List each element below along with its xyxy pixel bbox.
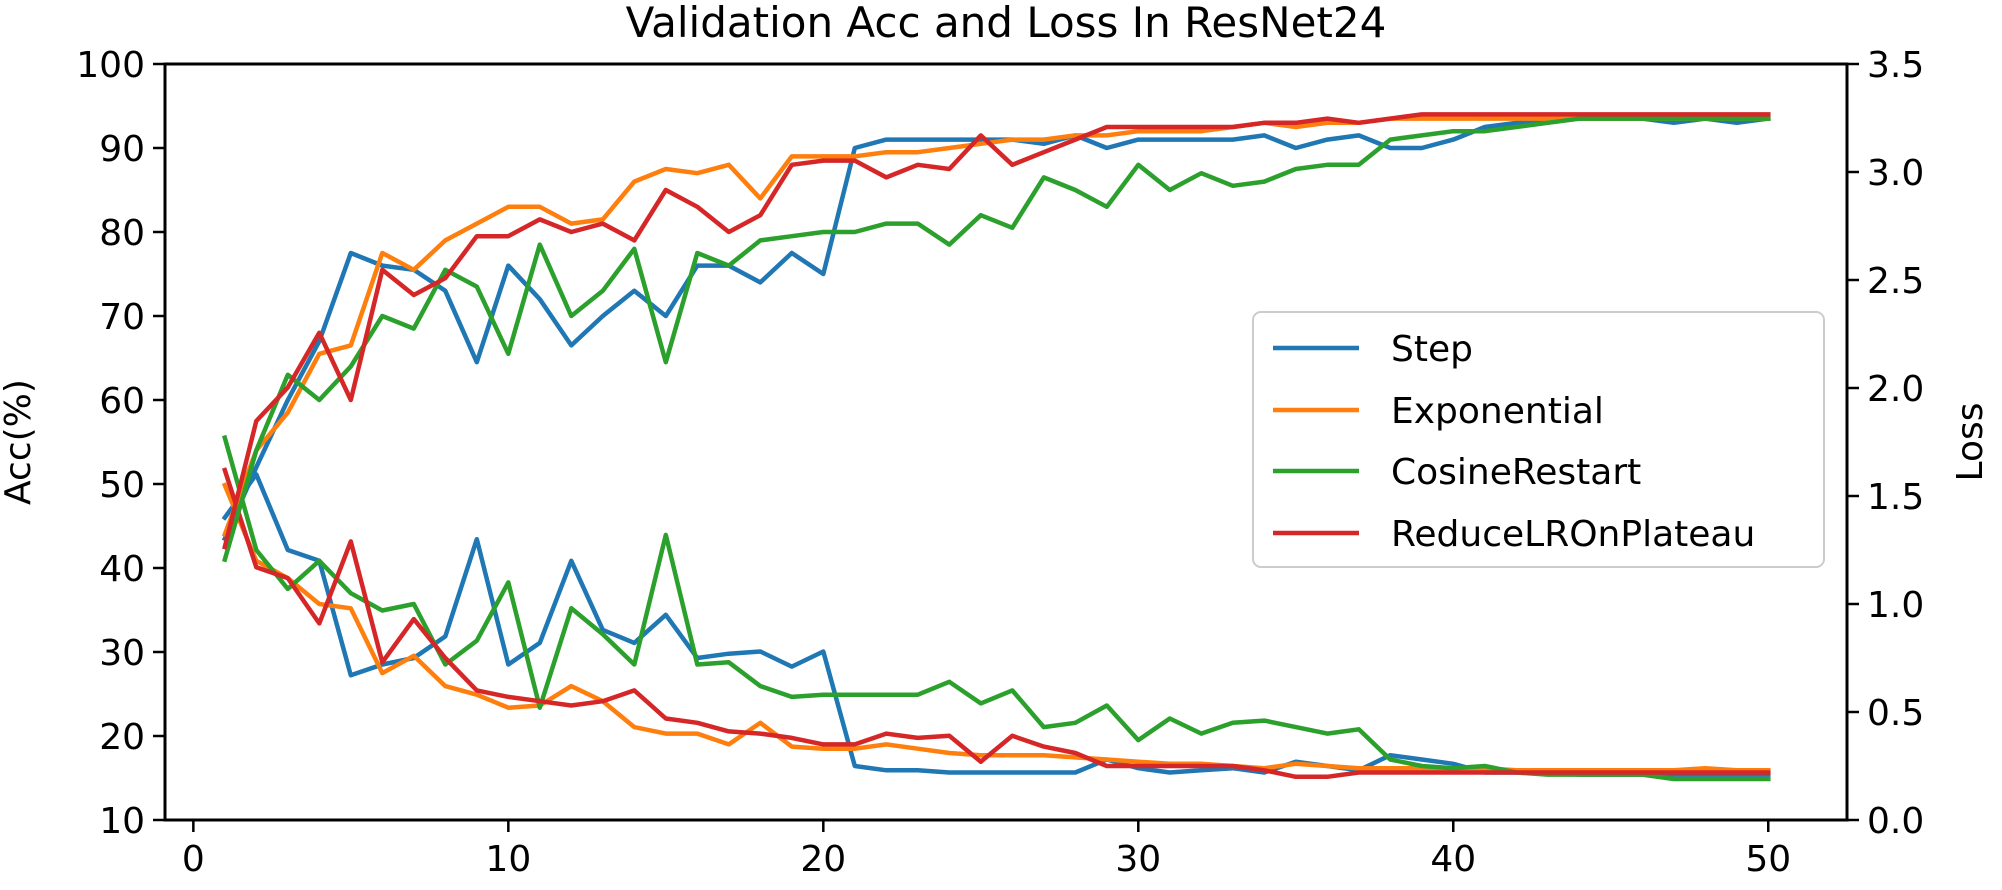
y-tick-label: 10 <box>99 801 145 842</box>
y-axis-label: Acc(%) <box>0 379 39 505</box>
plot-layer <box>221 112 1771 782</box>
plot-frame <box>163 62 1849 822</box>
x-tick-label: 10 <box>485 839 531 880</box>
legend-label-exponential: Exponential <box>1391 391 1604 432</box>
axes-layer: 0 10 20 30 40 50 10 20 30 40 50 60 70 80 90 100 0.0 0.5 1.… <box>76 45 1924 880</box>
y-tick-label: 90 <box>99 129 145 170</box>
y-tick-label: 70 <box>99 297 145 338</box>
x-tick-label: 20 <box>800 839 846 880</box>
y2-tick-label: 2.5 <box>1867 261 1924 302</box>
y-tick-label: 60 <box>99 381 145 422</box>
legend: Step Exponential CosineRestart ReduceLROnPl… <box>1252 311 1825 568</box>
y-tick-label: 20 <box>99 717 145 758</box>
series-line-reducelronplateau-acc <box>222 112 1771 550</box>
legend-label-reducelronplateau: ReduceLROnPlateau <box>1391 514 1755 555</box>
legend-label-cosinerestart: CosineRestart <box>1391 452 1641 493</box>
x-tick-label: 30 <box>1115 839 1161 880</box>
y2-tick-label: 1.0 <box>1867 585 1924 626</box>
legend-frame <box>1252 311 1825 568</box>
x-tick-label: 50 <box>1745 839 1791 880</box>
chart-title: Validation Acc and Loss In ResNet24 <box>626 0 1387 47</box>
series-line-exponential-acc <box>221 116 1771 538</box>
y2-axis-label: Loss <box>1950 403 1991 482</box>
y2-tick-label: 1.5 <box>1867 477 1924 518</box>
y-tick-label: 40 <box>99 549 145 590</box>
y-tick-label: 50 <box>99 465 145 506</box>
x-tick-label: 40 <box>1430 839 1476 880</box>
y2-tick-label: 2.0 <box>1867 369 1924 410</box>
series-line-reducelronplateau-loss <box>221 467 1771 780</box>
y2-tick-label: 0.5 <box>1867 693 1924 734</box>
series-line-cosinerestart-acc <box>222 116 1771 563</box>
y-tick-label: 100 <box>76 45 145 86</box>
y-tick-label: 30 <box>99 633 145 674</box>
x-tick-label: 0 <box>182 839 205 880</box>
y2-tick-label: 3.0 <box>1867 153 1924 194</box>
legend-label-step: Step <box>1391 329 1473 370</box>
legend-items: Step Exponential CosineRestart ReduceLROnPl… <box>1273 329 1755 555</box>
y2-tick-label: 0.0 <box>1867 801 1924 842</box>
y-tick-label: 80 <box>99 213 145 254</box>
y2-tick-label: 3.5 <box>1867 45 1924 86</box>
